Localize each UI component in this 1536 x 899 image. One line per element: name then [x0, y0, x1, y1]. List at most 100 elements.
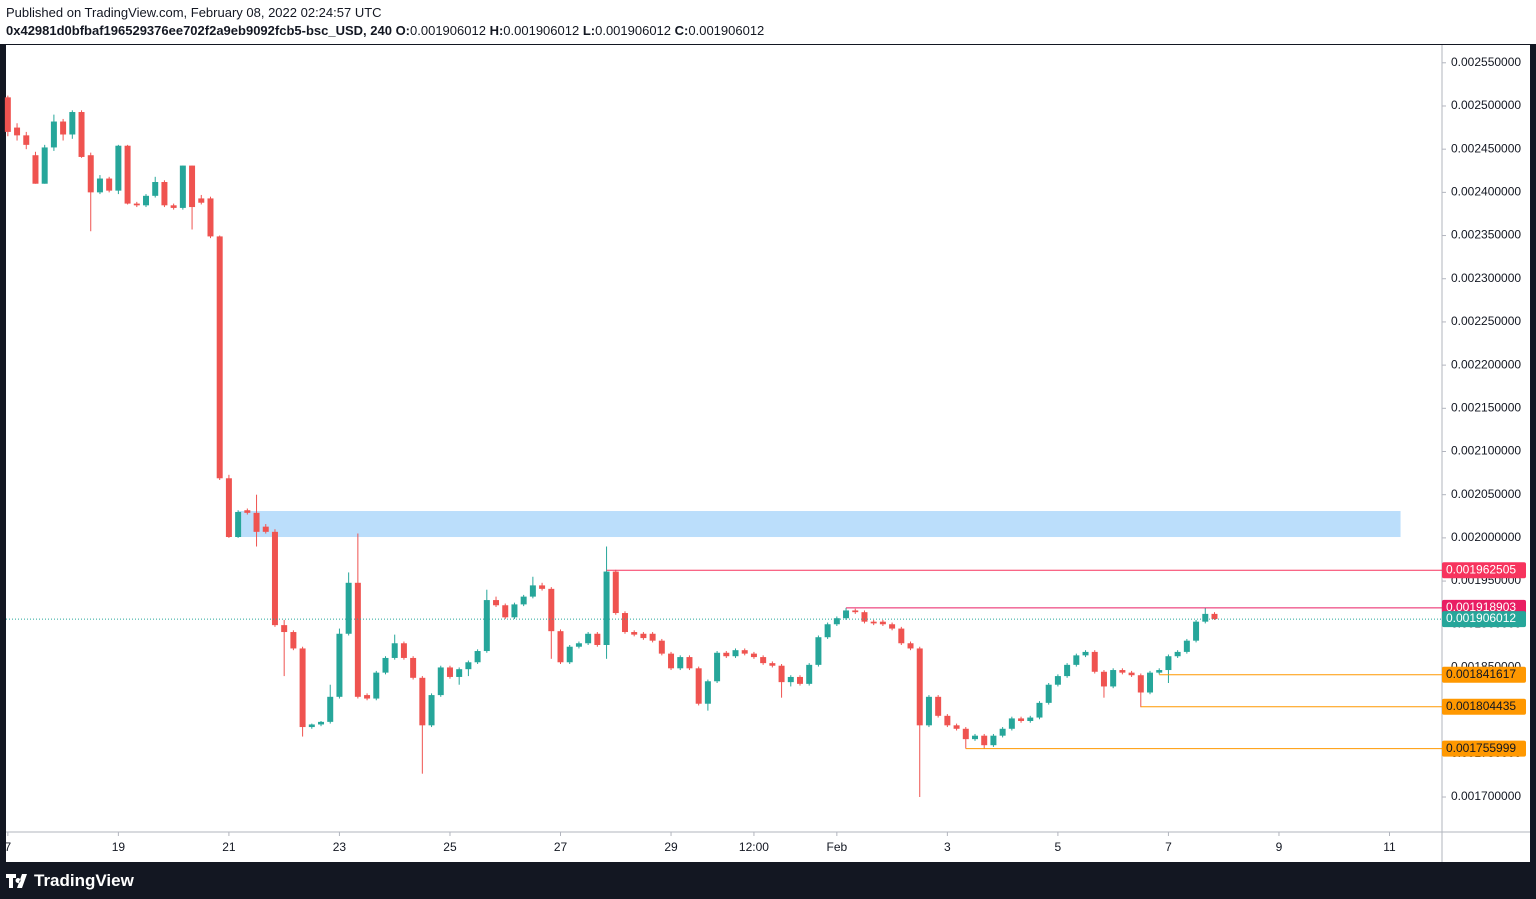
- price-label-box: [1442, 666, 1526, 683]
- candle-body: [539, 585, 546, 589]
- candle-body: [889, 624, 896, 629]
- candle-body: [1128, 672, 1135, 676]
- y-tick-label: 0.002300000: [1451, 271, 1521, 285]
- candle-body: [529, 585, 536, 597]
- candle-body: [189, 165, 196, 208]
- candle-body: [1036, 702, 1043, 718]
- candle-body: [925, 696, 932, 726]
- ohlc-value: 0.001906012: [688, 23, 765, 38]
- candle-body: [41, 147, 48, 184]
- candle-body: [124, 145, 131, 204]
- candle-body: [585, 633, 592, 644]
- price-label: 0.001918903: [1446, 600, 1516, 614]
- y-tick-label: 0.002500000: [1451, 98, 1521, 112]
- x-tick-label: Feb: [826, 840, 847, 854]
- candle-body: [170, 205, 177, 208]
- candle-body: [557, 631, 564, 663]
- price-label-box: [1442, 698, 1526, 715]
- y-tick-label: 0.002050000: [1451, 487, 1521, 501]
- candle-body: [78, 112, 85, 157]
- candle-body: [354, 582, 361, 697]
- candle-body: [575, 643, 582, 647]
- candle-body: [483, 600, 490, 652]
- candle-body: [133, 203, 140, 206]
- y-tick-label: 0.002200000: [1451, 357, 1521, 371]
- candle-body: [631, 632, 638, 635]
- candle-body: [769, 663, 776, 666]
- x-tick-label: 25: [443, 840, 457, 854]
- candle-body: [760, 657, 767, 664]
- candle-body: [870, 621, 877, 624]
- candle-body: [207, 198, 214, 237]
- candle-body: [972, 735, 978, 740]
- candle-body: [106, 178, 113, 191]
- candle-body: [1147, 672, 1154, 693]
- candle-body: [281, 625, 288, 633]
- price-label: 0.001804435: [1446, 699, 1516, 713]
- candle-body: [143, 195, 150, 206]
- symbol-line: 0x42981d0bfbaf196529376ee702f2a9eb9092fc…: [6, 23, 764, 38]
- price-label: 0.001841617: [1446, 667, 1516, 681]
- ohlc-label: L:: [582, 23, 596, 38]
- price-label-box: [1442, 562, 1526, 579]
- candle-body: [962, 728, 969, 740]
- candle-body: [686, 657, 693, 669]
- candle-body: [640, 633, 647, 639]
- candle-body: [198, 198, 205, 203]
- candle-body: [649, 633, 656, 641]
- candle-body: [437, 667, 444, 696]
- candle-body: [566, 646, 573, 663]
- y-tick-label: 0.002450000: [1451, 141, 1521, 155]
- x-tick-label: 9: [1276, 840, 1283, 854]
- candle-body: [87, 155, 94, 193]
- candle-body: [428, 695, 435, 726]
- candle-body: [382, 657, 389, 673]
- candle-body: [1137, 675, 1144, 693]
- candle-body: [612, 571, 619, 614]
- x-tick-label: 3: [944, 840, 951, 854]
- candle-body: [787, 676, 794, 683]
- candle-body: [1082, 651, 1089, 656]
- symbol: 0x42981d0bfbaf196529376ee702f2a9eb9092fc…: [6, 23, 392, 38]
- candle-body: [373, 672, 380, 699]
- candle-body: [520, 596, 527, 605]
- candle-body: [50, 121, 57, 148]
- footer: TradingView: [0, 862, 1536, 899]
- candle-body: [999, 728, 1006, 736]
- candle-body: [1064, 664, 1071, 677]
- candle-body: [750, 653, 757, 658]
- candle-body: [1018, 718, 1025, 722]
- y-tick-label: 0.002100000: [1451, 444, 1521, 458]
- candle-body: [419, 677, 426, 726]
- header: Published on TradingView.com, February 0…: [0, 0, 1536, 44]
- candle-body: [456, 669, 463, 677]
- candle-body: [1008, 718, 1015, 729]
- candle-body: [833, 618, 840, 625]
- brand: TradingView: [34, 871, 134, 890]
- candle-body: [14, 127, 21, 136]
- candle-body: [1202, 613, 1209, 622]
- y-tick-label: 0.002350000: [1451, 228, 1521, 242]
- candle-body: [1183, 640, 1190, 652]
- candle-body: [907, 643, 914, 649]
- candle-body: [594, 633, 601, 645]
- candle-body: [1027, 717, 1034, 722]
- candle-body: [308, 724, 315, 728]
- candle-body: [990, 735, 997, 746]
- price-label-box: [1442, 740, 1526, 757]
- ohlc-label: H:: [489, 23, 504, 38]
- ohlc-label: O:: [395, 23, 411, 38]
- candle-body: [345, 582, 352, 634]
- candle-body: [852, 610, 859, 613]
- candle-body: [1091, 651, 1098, 672]
- x-tick-label: 7: [1165, 840, 1172, 854]
- supply-zone: [238, 511, 1401, 538]
- candle-body: [216, 236, 223, 479]
- candle-body: [327, 696, 334, 722]
- x-tick-label: 19: [112, 840, 126, 854]
- ohlc-value: 0.001906012: [410, 23, 486, 38]
- candle-body: [115, 145, 122, 191]
- candle-body: [336, 633, 343, 697]
- candle-body: [843, 610, 850, 619]
- candle-body: [502, 605, 509, 618]
